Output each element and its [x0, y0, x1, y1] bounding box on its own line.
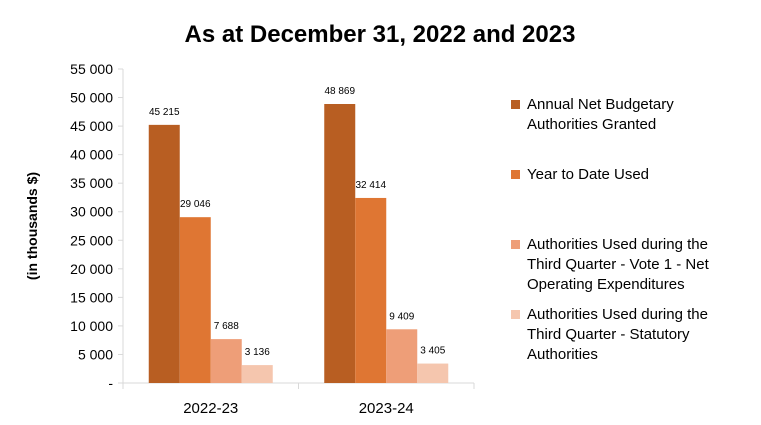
- legend-label: Operating Expenditures: [527, 276, 685, 293]
- y-axis-title: (in thousands $): [24, 172, 40, 280]
- bar: [148, 124, 180, 383]
- data-label: 32 414: [355, 180, 386, 191]
- legend-swatch: [511, 100, 520, 109]
- y-tick-label: 40 000: [70, 147, 113, 163]
- y-tick-label: 35 000: [70, 175, 113, 191]
- legend-label: Annual Net Budgetary: [527, 96, 674, 113]
- bar: [324, 104, 356, 383]
- bar: [210, 339, 242, 383]
- y-tick-label: 15 000: [70, 289, 113, 305]
- data-label: 3 136: [245, 347, 270, 358]
- x-tick-label: 2022-23: [183, 400, 238, 417]
- legend-label: Authorities: [527, 346, 598, 363]
- bar: [241, 365, 273, 383]
- data-label: 29 046: [180, 199, 211, 210]
- x-tick-label: 2023-24: [359, 400, 414, 417]
- data-label: 7 688: [214, 321, 239, 332]
- bar: [179, 217, 211, 383]
- bar: [355, 197, 387, 383]
- legend-label: Third Quarter - Vote 1 - Net: [527, 256, 710, 273]
- legend-label: Authorities Used during the: [527, 306, 708, 323]
- y-tick-label: 10 000: [70, 318, 113, 334]
- chart-title: As at December 31, 2022 and 2023: [185, 21, 576, 48]
- data-label: 48 869: [324, 86, 355, 97]
- data-label: 9 409: [389, 311, 414, 322]
- y-tick-label: 20 000: [70, 261, 113, 277]
- y-tick-label: 50 000: [70, 90, 113, 106]
- y-tick-label: 25 000: [70, 232, 113, 248]
- legend-label: Year to Date Used: [527, 166, 649, 183]
- legend-label: Third Quarter - Statutory: [527, 326, 690, 343]
- y-tick-label: 5 000: [78, 346, 113, 362]
- y-tick-label: 45 000: [70, 118, 113, 134]
- data-label: 3 405: [420, 346, 445, 357]
- y-tick-label: 30 000: [70, 204, 113, 220]
- bar: [417, 363, 449, 383]
- legend-label: Authorities Used during the: [527, 236, 708, 253]
- plot-area: - 5 000 10 000 15 000 20 000 25 000 30 000 35 0…: [70, 61, 475, 417]
- y-tick-label: -: [108, 375, 113, 391]
- y-tick-label: 55 000: [70, 61, 113, 77]
- data-label: 45 215: [149, 107, 180, 118]
- legend-swatch: [511, 170, 520, 179]
- legend-label: Authorities Granted: [527, 116, 656, 133]
- legend-swatch: [511, 310, 520, 319]
- legend: Annual Net Budgetary Authorities Granted Y…: [511, 96, 710, 363]
- bar: [386, 329, 418, 383]
- legend-swatch: [511, 240, 520, 249]
